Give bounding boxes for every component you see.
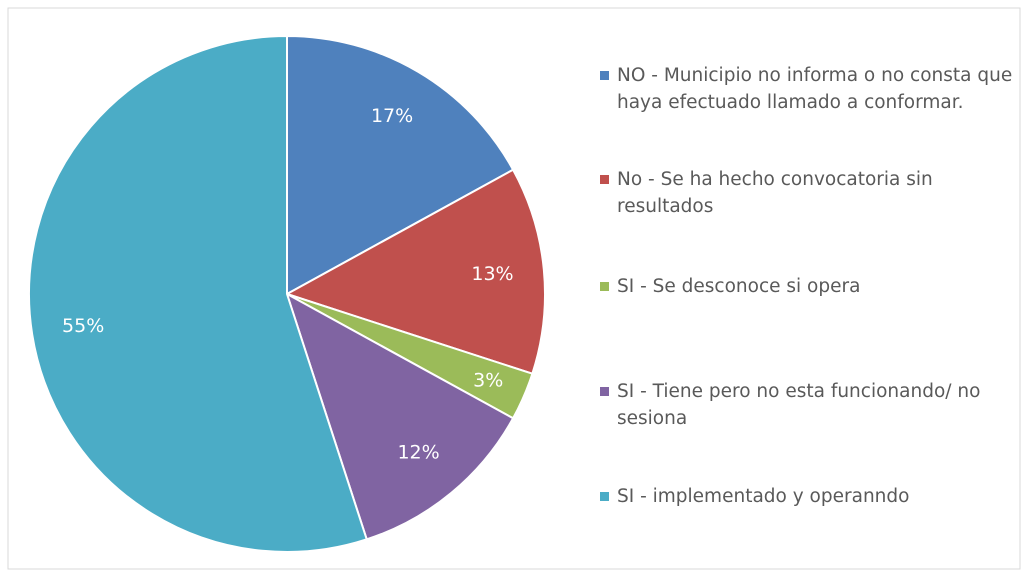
legend-label: SI - Tiene pero no esta funcionando/ no … — [617, 381, 981, 429]
legend-swatch — [600, 282, 609, 291]
data-label: 3% — [473, 370, 503, 392]
legend-label: SI - Se desconoce si opera — [617, 276, 861, 297]
legend-item: SI - Tiene pero no esta funcionando/ no … — [600, 378, 1020, 432]
pie-slice — [28, 34, 368, 553]
legend-swatch — [600, 71, 609, 80]
legend-label: NO - Municipio no informa o no consta qu… — [617, 65, 1013, 113]
legend-label: SI - implementado y operanndo — [617, 486, 910, 507]
data-label: 17% — [371, 105, 413, 127]
pie-slice — [286, 34, 515, 296]
legend-item: SI - implementado y operanndo — [600, 483, 1020, 510]
chart-border — [7, 7, 1021, 570]
legend-swatch — [600, 175, 609, 184]
legend-swatch — [600, 492, 609, 501]
legend-item: NO - Municipio no informa o no consta qu… — [600, 62, 1020, 116]
pie-slice — [285, 291, 515, 541]
legend-item: No - Se ha hecho convocatoria sin result… — [600, 166, 1020, 220]
data-label: 55% — [62, 315, 104, 337]
data-label: 12% — [397, 442, 439, 464]
pie-slice — [284, 168, 546, 375]
legend-label: No - Se ha hecho convocatoria sin result… — [617, 169, 933, 217]
legend-item: SI - Se desconoce si opera — [600, 273, 1020, 300]
data-label: 13% — [471, 263, 513, 285]
legend-swatch — [600, 387, 609, 396]
